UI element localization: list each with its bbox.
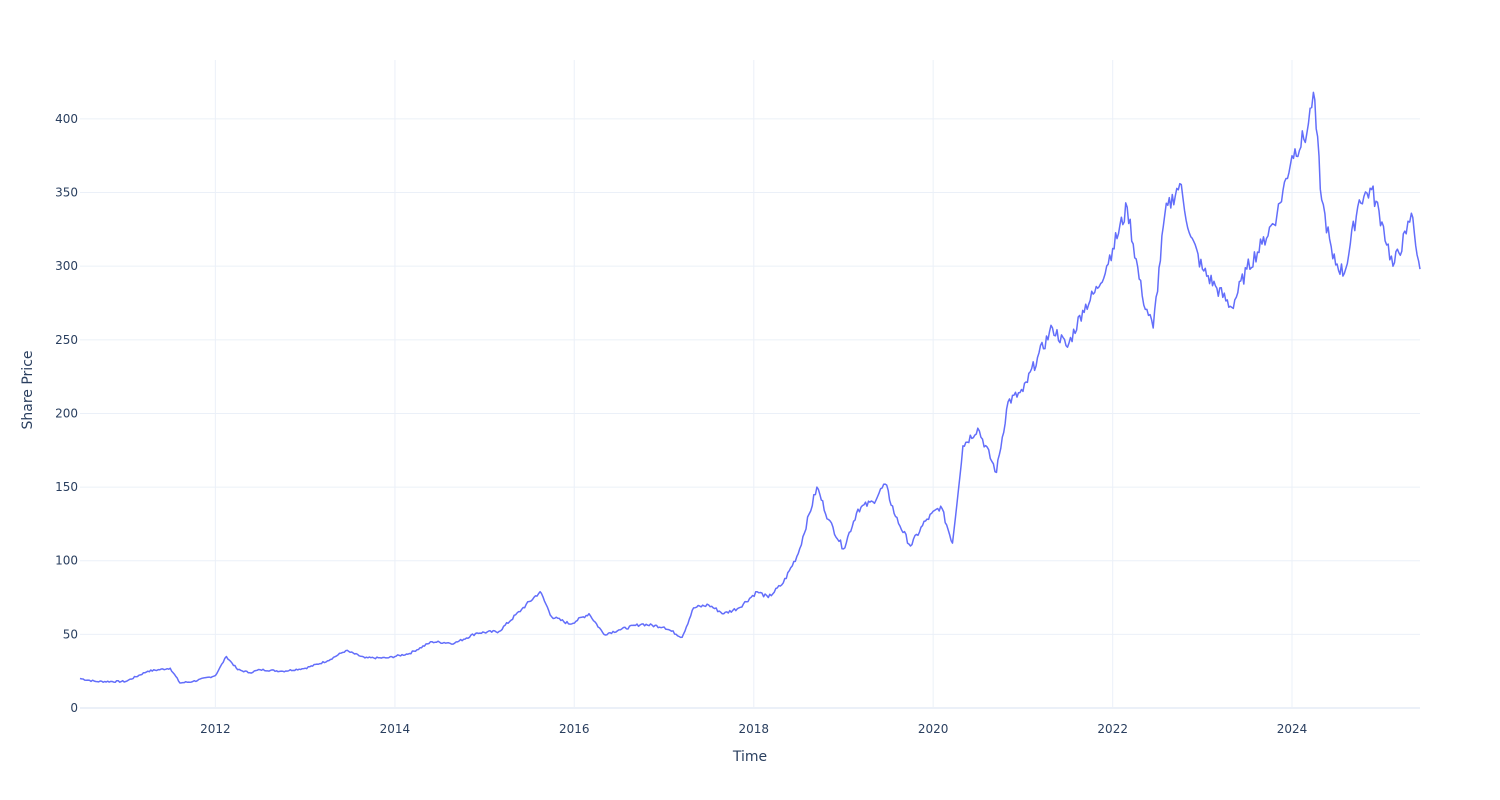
y-tick-label: 250 bbox=[55, 333, 78, 347]
tick-layer: 0 50 100 150 200 250 300 350 400 2012 2014 2016 2018… bbox=[55, 112, 1307, 736]
y-tick-label: 0 bbox=[70, 701, 78, 715]
grid-layer bbox=[80, 60, 1420, 709]
x-tick-label: 2014 bbox=[380, 722, 411, 736]
x-tick-label: 2020 bbox=[918, 722, 949, 736]
y-tick-label: 150 bbox=[55, 480, 78, 494]
y-tick-label: 400 bbox=[55, 112, 78, 126]
x-tick-label: 2018 bbox=[739, 722, 770, 736]
y-tick-label: 50 bbox=[63, 627, 78, 641]
y-tick-label: 100 bbox=[55, 554, 78, 568]
x-tick-label: 2022 bbox=[1097, 722, 1128, 736]
x-tick-label: 2012 bbox=[200, 722, 231, 736]
y-tick-label: 200 bbox=[55, 406, 78, 420]
y-axis-title: Share Price bbox=[20, 350, 36, 429]
y-tick-label: 350 bbox=[55, 186, 78, 200]
x-tick-label: 2016 bbox=[559, 722, 590, 736]
x-tick-label: 2024 bbox=[1277, 722, 1308, 736]
y-tick-label: 300 bbox=[55, 259, 78, 273]
share-price-line bbox=[79, 91, 1421, 684]
x-axis-title: Time bbox=[732, 749, 767, 765]
